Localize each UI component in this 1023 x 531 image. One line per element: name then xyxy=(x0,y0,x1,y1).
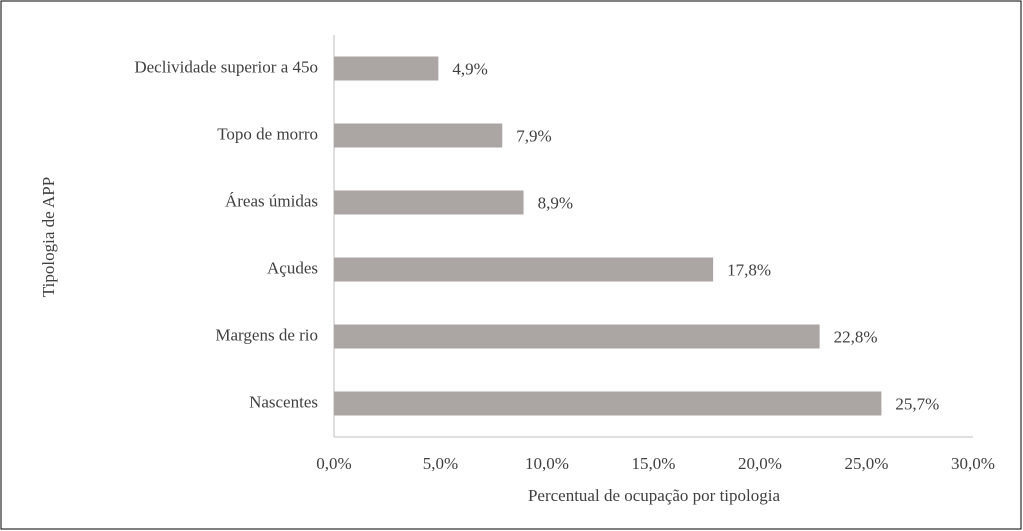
data-label: 4,9% xyxy=(452,59,487,78)
x-tick-label: 10,0% xyxy=(525,454,569,473)
bar xyxy=(334,190,524,215)
data-label: 17,8% xyxy=(727,260,771,279)
y-tick-label: Nascentes xyxy=(249,392,318,411)
y-tick-label: Margens de rio xyxy=(215,325,318,344)
x-tick-label: 25,0% xyxy=(845,454,889,473)
y-tick-label: Topo de morro xyxy=(217,124,318,143)
bar xyxy=(334,391,882,416)
bar xyxy=(334,123,503,148)
x-axis-label: Percentual de ocupação por tipologia xyxy=(528,486,781,505)
x-tick-label: 15,0% xyxy=(632,454,676,473)
y-tick-label: Açudes xyxy=(267,258,318,277)
data-label: 7,9% xyxy=(516,126,551,145)
x-tick-label: 5,0% xyxy=(423,454,458,473)
bar xyxy=(334,324,820,349)
y-tick-label: Áreas úmidas xyxy=(225,191,318,210)
x-tick-label: 20,0% xyxy=(738,454,782,473)
y-tick-label: Declividade superior a 45o xyxy=(134,57,318,76)
data-label: 8,9% xyxy=(538,193,573,212)
bar xyxy=(334,56,439,81)
x-tick-label: 0,0% xyxy=(316,454,351,473)
y-axis-label: Tipologia de APP xyxy=(39,177,58,297)
data-label: 25,7% xyxy=(895,394,939,413)
x-tick-label: 30,0% xyxy=(951,454,995,473)
bar xyxy=(334,257,714,282)
data-label: 22,8% xyxy=(834,327,878,346)
